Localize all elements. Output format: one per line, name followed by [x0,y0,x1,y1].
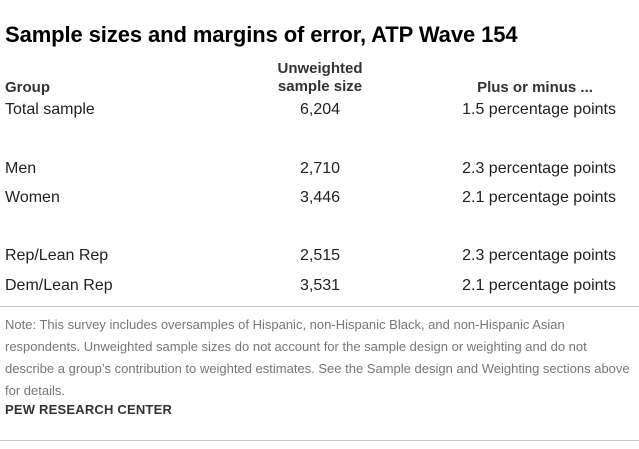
row-sample-size: 3,446 [299,189,341,206]
table-row: Total sample 6,204 1.5 percentage points [0,100,639,120]
row-group: Dem/Lean Rep [5,277,113,294]
header-sample-size-line2: sample size [277,78,363,95]
header-group: Group [5,79,50,96]
row-margin-of-error: 2.3 percentage points [462,160,616,177]
row-group: Total sample [5,101,95,118]
row-margin-of-error: 2.3 percentage points [462,247,616,264]
row-group: Rep/Lean Rep [5,247,109,264]
table-row: Rep/Lean Rep 2,515 2.3 percentage points [0,246,639,266]
table-divider [0,306,639,307]
row-margin-of-error: 2.1 percentage points [462,189,616,206]
source-label: PEW RESEARCH CENTER [5,402,173,417]
page-title: Sample sizes and margins of error, ATP W… [5,22,518,47]
row-group: Men [5,160,37,177]
row-group: Women [5,189,60,206]
header-margin-of-error: Plus or minus ... [477,79,593,96]
row-margin-of-error: 2.1 percentage points [462,277,616,294]
row-sample-size: 6,204 [299,101,341,118]
row-sample-size: 2,710 [299,160,341,177]
note-text: Note: This survey includes oversamples o… [5,317,630,398]
row-margin-of-error: 1.5 percentage points [462,101,616,118]
footer-divider [0,440,639,441]
header-sample-size: Unweighted sample size [272,60,368,96]
table-row: Women 3,446 2.1 percentage points [0,188,639,208]
header-sample-size-line1: Unweighted [277,60,363,77]
row-sample-size: 3,531 [299,277,341,294]
table-row: Men 2,710 2.3 percentage points [0,159,639,179]
row-sample-size: 2,515 [299,247,341,264]
table-row: Dem/Lean Rep 3,531 2.1 percentage points [0,276,639,296]
